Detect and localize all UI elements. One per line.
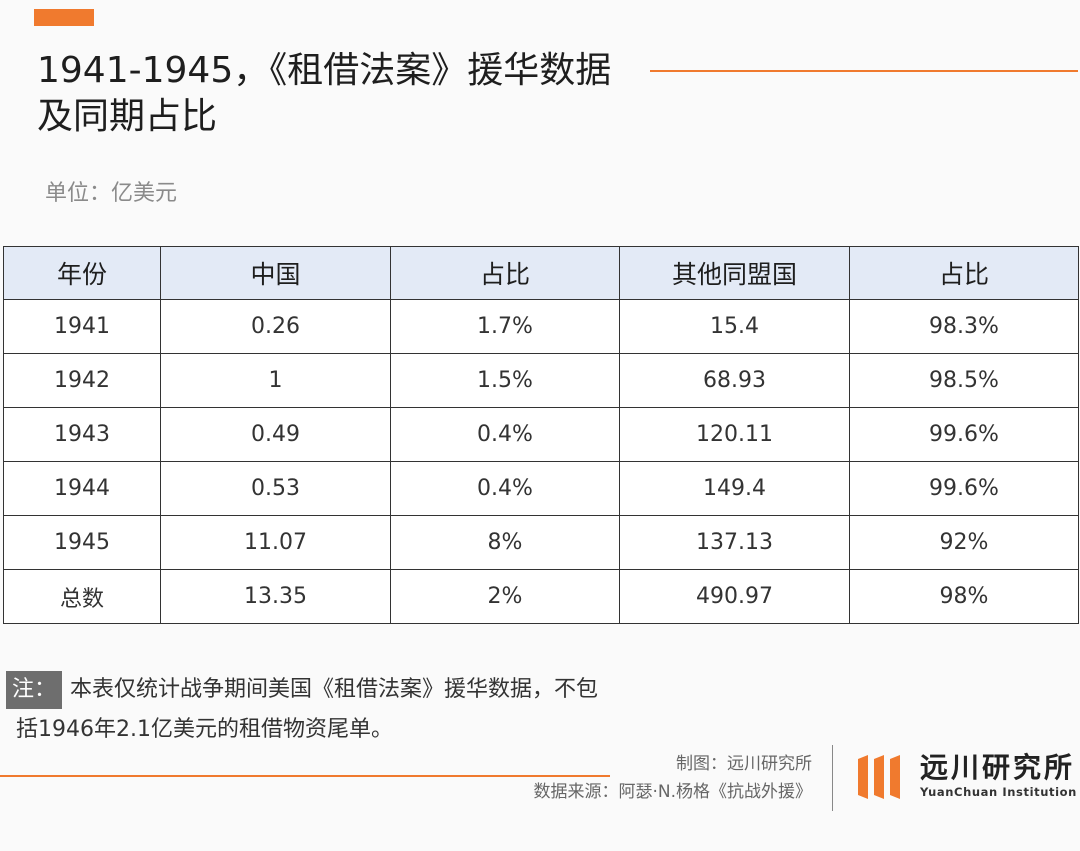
cell-allies-share: 98% (849, 569, 1079, 624)
table-row: 1944 0.53 0.4% 149.4 99.6% (3, 461, 1079, 516)
note-line-2: 括1946年2.1亿美元的租借物资尾单。 (16, 717, 393, 742)
cell-china: 0.53 (160, 461, 391, 516)
logo-name-cn: 远川研究所 (920, 751, 1076, 784)
cell-other-allies: 137.13 (619, 515, 850, 570)
cell-china-share: 1.7% (390, 299, 620, 354)
top-accent-bar (34, 9, 94, 26)
cell-year: 1941 (3, 299, 161, 354)
table-row: 1943 0.49 0.4% 120.11 99.6% (3, 407, 1079, 462)
cell-allies-share: 99.6% (849, 461, 1079, 516)
footnote: 注： 本表仅统计战争期间美国《租借法案》援华数据，不包 括1946年2.1亿美元的… (6, 670, 726, 750)
chart-by-credit: 制图：远川研究所 (676, 754, 812, 774)
cell-other-allies: 15.4 (619, 299, 850, 354)
title-rule (650, 70, 1078, 72)
cell-year: 1943 (3, 407, 161, 462)
table-header-row: 年份 中国 占比 其他同盟国 占比 (3, 246, 1079, 300)
cell-china-share: 1.5% (390, 353, 620, 408)
cell-china: 0.26 (160, 299, 391, 354)
note-tag: 注： (6, 671, 63, 709)
table-row: 1942 1 1.5% 68.93 98.5% (3, 353, 1079, 408)
cell-china-share: 0.4% (390, 407, 620, 462)
cell-other-allies: 490.97 (619, 569, 850, 624)
cell-year: 总数 (3, 569, 161, 624)
credits: 制图：远川研究所 数据来源：阿瑟·N.杨格《抗战外援》 (533, 750, 812, 806)
header-other-allies: 其他同盟国 (619, 246, 850, 300)
cell-other-allies: 149.4 (619, 461, 850, 516)
cell-allies-share: 99.6% (849, 407, 1079, 462)
data-source-credit: 数据来源：阿瑟·N.杨格《抗战外援》 (533, 782, 812, 802)
page-title: 1941-1945，《租借法案》援华数据及同期占比 (37, 50, 612, 137)
cell-year: 1944 (3, 461, 161, 516)
cell-allies-share: 98.5% (849, 353, 1079, 408)
cell-china: 1 (160, 353, 391, 408)
cell-china-share: 0.4% (390, 461, 620, 516)
header-year: 年份 (3, 246, 161, 300)
cell-year: 1942 (3, 353, 161, 408)
yuanchuan-logo-icon (858, 755, 900, 799)
unit-label: 单位：亿美元 (45, 181, 178, 206)
table-row: 1941 0.26 1.7% 15.4 98.3% (3, 299, 1079, 354)
cell-china: 0.49 (160, 407, 391, 462)
cell-allies-share: 92% (849, 515, 1079, 570)
cell-year: 1945 (3, 515, 161, 570)
lend-lease-table: 年份 中国 占比 其他同盟国 占比 1941 0.26 1.7% 15.4 98… (3, 246, 1079, 624)
logo-name-en: YuanChuan Institution (920, 785, 1077, 799)
cell-china: 11.07 (160, 515, 391, 570)
cell-china-share: 2% (390, 569, 620, 624)
table-total-row: 总数 13.35 2% 490.97 98% (3, 569, 1079, 624)
cell-allies-share: 98.3% (849, 299, 1079, 354)
note-line-1: 本表仅统计战争期间美国《租借法案》援华数据，不包 (70, 677, 599, 702)
header-china-share: 占比 (390, 246, 620, 300)
logo-wordmark: 远川研究所 YuanChuan Institution (920, 752, 1077, 800)
header-allies-share: 占比 (849, 246, 1079, 300)
bottom-rule (0, 775, 610, 777)
table-row: 1945 11.07 8% 137.13 92% (3, 515, 1079, 570)
cell-china: 13.35 (160, 569, 391, 624)
cell-other-allies: 68.93 (619, 353, 850, 408)
header-china: 中国 (160, 246, 391, 300)
cell-china-share: 8% (390, 515, 620, 570)
cell-other-allies: 120.11 (619, 407, 850, 462)
credit-divider (832, 745, 833, 811)
